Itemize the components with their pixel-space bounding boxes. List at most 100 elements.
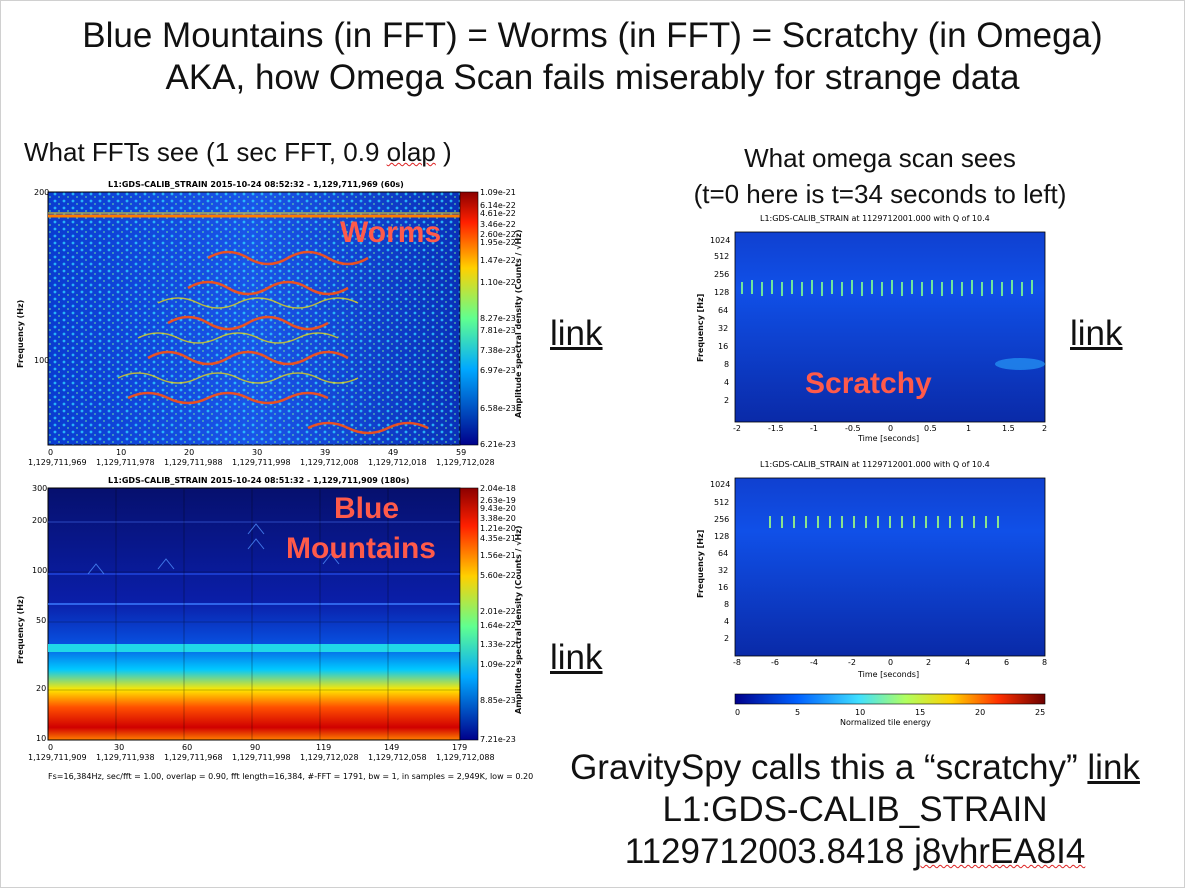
channel-name: L1:GDS-CALIB_STRAIN — [662, 790, 1048, 829]
plot1-xtick-gps: 1,129,711,969 — [28, 458, 87, 467]
plot2-cbar-tick: 2.01e-22 — [480, 607, 516, 616]
plot2-cbar-tick: 7.21e-23 — [480, 735, 516, 744]
plot2-ylabel: Frequency (Hz) — [16, 595, 25, 664]
omega1-ytick: 8 — [724, 360, 730, 369]
omega1-xtick: -1 — [810, 424, 818, 433]
plot2-cbar-tick: 1.33e-22 — [480, 640, 516, 649]
omega2-cbar-tick: 20 — [975, 708, 986, 717]
plot1-cbar-tick: 1.09e-21 — [480, 188, 516, 197]
plot1-ylabel: Frequency (Hz) — [16, 299, 25, 368]
omega2-xtick: 2 — [926, 658, 932, 667]
plot2-ytick: 300 — [32, 484, 48, 493]
omega1-ytick: 16 — [718, 342, 729, 351]
blue-mountains-spectrogram-image — [47, 487, 479, 741]
omega2-ytick: 1024 — [710, 480, 731, 489]
plot2-cbar-tick: 1.64e-22 — [480, 621, 516, 630]
omega1-xtick: 0.5 — [924, 424, 937, 433]
omega2-cbar-tick: 10 — [855, 708, 866, 717]
worms-annotation: Worms — [340, 216, 442, 249]
plot2-cbar-tick: 1.56e-21 — [480, 551, 516, 560]
fft-spectrogram-worms: L1:GDS-CALIB_STRAIN 2015-10-24 08:52:32 … — [8, 178, 528, 474]
omega1-ytick: 64 — [718, 306, 729, 315]
omega2-ytick: 16 — [718, 583, 729, 592]
plot2-xtick: 149 — [384, 743, 400, 752]
omega2-ytick: 64 — [718, 549, 729, 558]
omega1-ytick: 2 — [724, 396, 730, 405]
plot1-cbar-label: Amplitude spectral density (Counts / √Hz… — [514, 229, 523, 418]
plot1-xtick: 0 — [48, 448, 54, 457]
left-caption-text: What FFTs see (1 sec FFT, 0.9 — [24, 137, 387, 167]
plot-title: L1:GDS-CALIB_STRAIN 2015-10-24 08:52:32 … — [108, 180, 404, 189]
omega2-image — [734, 477, 1046, 705]
omega1-xtick: -2 — [733, 424, 741, 433]
plot1-cbar-tick: 4.61e-22 — [480, 209, 516, 218]
omega2-xtick: -6 — [771, 658, 779, 667]
plot1-cbar-tick: 2.60e-22 — [480, 230, 516, 239]
event-id-line: 1129712003.8418 j8vhrEA8I4 — [530, 832, 1180, 872]
gravityspy-text: GravitySpy calls this a “scratchy” — [570, 748, 1088, 787]
event-gps-time: 1129712003.8418 — [624, 832, 915, 871]
gravityspy-link[interactable]: link — [1087, 748, 1140, 787]
plot2-cbar-tick: 4.35e-21 — [480, 534, 516, 543]
plot2-cbar-tick: 8.85e-23 — [480, 696, 516, 705]
omega2-xtick: -4 — [810, 658, 818, 667]
omega-scan-long: L1:GDS-CALIB_STRAIN at 1129712001.000 wi… — [690, 458, 1060, 730]
plot2-ytick: 10 — [36, 734, 47, 743]
omega1-xtick: 0 — [888, 424, 894, 433]
plot2-cbar-tick: 2.04e-18 — [480, 484, 516, 493]
plot2-cbar-tick: 9.43e-20 — [480, 504, 516, 513]
plot1-cbar-tick: 6.21e-23 — [480, 440, 516, 449]
omega2-ytick: 2 — [724, 634, 730, 643]
omega2-ytick: 8 — [724, 600, 730, 609]
omega2-ytick: 256 — [714, 515, 730, 524]
plot2-xtick: 0 — [48, 743, 54, 752]
omega2-ytick: 512 — [714, 498, 730, 507]
gravityspy-line: GravitySpy calls this a “scratchy” link — [530, 748, 1180, 788]
plot2-xtick-gps: 1,129,711,938 — [96, 753, 155, 762]
omega1-image — [734, 231, 1046, 423]
omega-scan-link[interactable]: link — [1070, 314, 1123, 353]
omega1-ytick: 128 — [714, 288, 730, 297]
worms-spectrogram-image — [47, 191, 479, 446]
plot2-xtick: 30 — [114, 743, 125, 752]
plot1-cbar-tick: 1.10e-22 — [480, 278, 516, 287]
plot1-cbar-tick: 6.58e-23 — [480, 404, 516, 413]
omega2-title: L1:GDS-CALIB_STRAIN at 1129712001.000 wi… — [760, 460, 990, 469]
omega1-ytick: 32 — [718, 324, 729, 333]
omega2-ylabel: Frequency [Hz] — [696, 529, 705, 598]
fft-spectrogram-blue-mountains: L1:GDS-CALIB_STRAIN 2015-10-24 08:51:32 … — [8, 474, 533, 804]
blue-annotation: Blue — [334, 492, 400, 525]
plot2-ytick: 100 — [32, 566, 48, 575]
omega2-cbar-tick: 25 — [1035, 708, 1046, 717]
plot2-cbar-tick: 1.21e-20 — [480, 524, 516, 533]
plot1-xtick: 59 — [456, 448, 467, 457]
plot2-xtick-gps: 1,129,711,998 — [232, 753, 291, 762]
blue-mountains-plot-link[interactable]: link — [550, 638, 603, 677]
plot1-xtick-gps: 1,129,711,978 — [96, 458, 155, 467]
omega2-xtick: 0 — [888, 658, 894, 667]
omega1-title: L1:GDS-CALIB_STRAIN at 1129712001.000 wi… — [760, 214, 990, 223]
plot1-xtick: 30 — [252, 448, 263, 457]
plot1-cbar-tick: 7.81e-23 — [480, 326, 516, 335]
event-id: j8vhrEA8I4 — [914, 832, 1086, 871]
plot1-xtick-gps: 1,129,712,028 — [436, 458, 495, 467]
plot1-cbar-tick: 6.14e-22 — [480, 201, 516, 210]
omega2-cbar-label: Normalized tile energy — [840, 718, 931, 727]
omega2-ytick: 32 — [718, 566, 729, 575]
plot2-xtick: 90 — [250, 743, 261, 752]
worms-plot-link[interactable]: link — [550, 314, 603, 353]
omega1-xtick: 2 — [1042, 424, 1048, 433]
plot2-xtick: 119 — [316, 743, 332, 752]
plot1-ytick: 100 — [34, 356, 50, 365]
plot1-cbar-tick: 1.95e-22 — [480, 238, 516, 247]
plot2-cbar-label: Amplitude spectral density (Counts / √Hz… — [514, 525, 523, 714]
omega1-xtick: -0.5 — [845, 424, 861, 433]
plot1-xtick-gps: 1,129,711,998 — [232, 458, 291, 467]
plot2-xtick-gps: 1,129,712,028 — [300, 753, 359, 762]
omega2-cbar-tick: 0 — [735, 708, 741, 717]
plot2-cbar-tick: 2.63e-19 — [480, 496, 516, 505]
plot1-ytick: 200 — [34, 188, 50, 197]
omega1-ylabel: Frequency [Hz] — [696, 293, 705, 362]
omega2-xtick: 8 — [1042, 658, 1048, 667]
left-caption-olap: olap — [386, 137, 436, 167]
